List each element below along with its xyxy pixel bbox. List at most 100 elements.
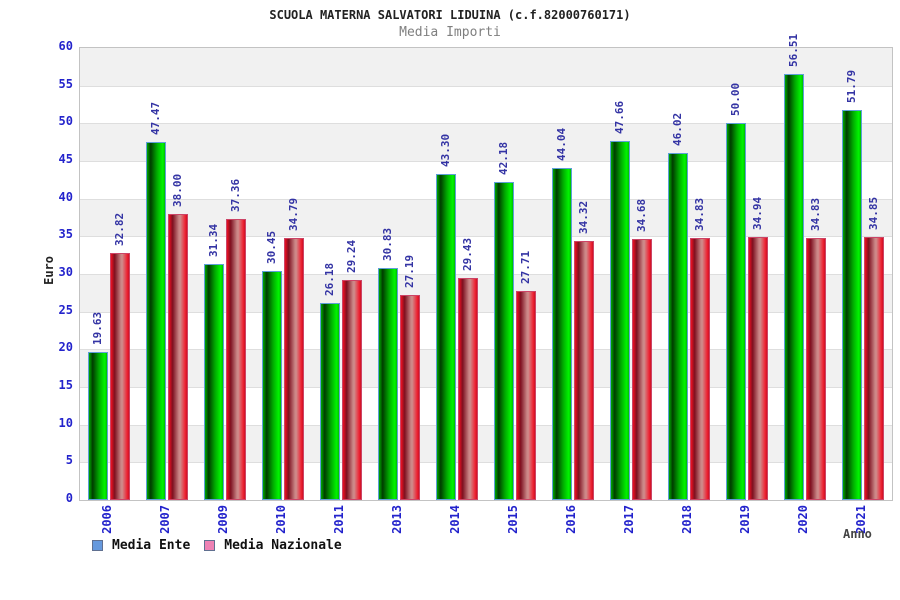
y-tick-label-45: 45 — [58, 152, 73, 166]
chart-title: SCUOLA MATERNA SALVATORI LIDUINA (c.f.82… — [269, 8, 631, 22]
bar-value-label-media-ente-2014: 43.30 — [439, 133, 452, 167]
bar-media-ente-2011 — [320, 302, 340, 500]
x-tick-label-2009: 2009 — [216, 505, 230, 534]
gridline — [80, 198, 892, 200]
bar-media-ente-2019 — [726, 123, 746, 500]
x-tick-label-2011: 2011 — [332, 505, 346, 534]
bar-media-nazionale-2010 — [284, 237, 304, 500]
gridline — [80, 274, 892, 275]
bar-media-ente-2017 — [610, 140, 630, 500]
x-axis-title: Anno — [843, 527, 872, 541]
y-tick-label-10: 10 — [58, 415, 73, 430]
bar-value-label-media-ente-2021: 51.79 — [845, 69, 858, 103]
x-tick-label-2015: 2015 — [506, 505, 520, 534]
bar-value-label-media-ente-2007: 47.47 — [149, 102, 162, 136]
bar-value-label-media-ente-2019: 50.00 — [729, 83, 742, 117]
legend-swatch-media-nazionale — [204, 540, 216, 551]
bar-media-nazionale-2021 — [864, 237, 884, 500]
bar-value-label-media-nazionale-2020: 34.83 — [809, 197, 822, 231]
bar-media-nazionale-2015 — [516, 291, 536, 500]
plot-area: 19.63 32.82 47.47 38.00 31.34 37.36 30.45 34.79… — [79, 34, 893, 501]
y-tick-label-0: 0 — [65, 491, 73, 505]
x-tick-label-2014: 2014 — [448, 505, 462, 534]
bar-media-nazionale-2020 — [806, 237, 826, 500]
x-tick-label-2018: 2018 — [680, 505, 694, 534]
legend: Media Ente Media Nazionale — [92, 538, 342, 553]
grid-band — [80, 123, 892, 161]
legend-label-media-ente: Media Ente — [112, 538, 191, 553]
y-tick-label-55: 55 — [58, 76, 73, 91]
legend-label-media-nazionale: Media Nazionale — [224, 538, 342, 553]
gridline — [80, 123, 892, 125]
bar-media-ente-2007 — [146, 142, 166, 500]
bar-media-nazionale-2009 — [226, 218, 246, 500]
bar-value-label-media-ente-2011: 26.18 — [323, 262, 336, 296]
grid-band — [80, 198, 892, 237]
x-tick-label-2016: 2016 — [564, 505, 578, 534]
legend-item-media-nazionale: Media Nazionale — [204, 538, 342, 553]
bar-value-label-media-ente-2015: 42.18 — [497, 142, 510, 176]
bar-value-label-media-ente-2018: 46.02 — [671, 113, 684, 147]
bar-media-nazionale-2016 — [574, 241, 594, 500]
bar-media-ente-2014 — [436, 173, 456, 500]
grid-band — [80, 274, 892, 312]
bar-media-ente-2013 — [378, 267, 398, 500]
bar-value-label-media-nazionale-2015: 27.71 — [519, 251, 532, 285]
bar-value-label-media-nazionale-2009: 37.36 — [229, 178, 242, 212]
y-tick-label-20: 20 — [58, 340, 73, 355]
legend-swatch-media-ente — [92, 540, 103, 551]
y-tick-label-30: 30 — [58, 265, 73, 279]
y-axis-title: Euro — [42, 256, 56, 285]
bar-media-nazionale-2019 — [748, 236, 768, 500]
x-tick-label-2006: 2006 — [100, 505, 114, 534]
bar-value-label-media-nazionale-2013: 27.19 — [403, 255, 416, 289]
chart-subtitle: Media Importi — [399, 25, 501, 40]
gridline — [80, 161, 892, 162]
grid-band — [80, 85, 892, 124]
bar-value-label-media-ente-2017: 47.66 — [613, 100, 626, 134]
bar-media-ente-2006 — [88, 352, 108, 500]
bar-media-ente-2018 — [668, 153, 688, 500]
bar-media-nazionale-2006 — [110, 252, 130, 500]
grid-band — [80, 462, 892, 500]
bar-value-label-media-ente-2013: 30.83 — [381, 227, 394, 261]
y-tick-label-50: 50 — [58, 114, 73, 129]
bar-value-label-media-nazionale-2016: 34.32 — [577, 201, 590, 235]
gridline — [80, 311, 892, 313]
bar-media-nazionale-2011 — [342, 279, 362, 500]
gridline — [80, 424, 892, 426]
bar-value-label-media-nazionale-2019: 34.94 — [751, 196, 764, 230]
bar-media-ente-2010 — [262, 270, 282, 500]
x-tick-label-2017: 2017 — [622, 505, 636, 534]
bar-value-label-media-nazionale-2007: 38.00 — [171, 173, 184, 207]
grid-band — [80, 349, 892, 387]
bar-media-ente-2020 — [784, 74, 804, 500]
bar-value-label-media-nazionale-2017: 34.68 — [635, 198, 648, 232]
x-tick-label-2007: 2007 — [158, 505, 172, 534]
grid-band — [80, 424, 892, 463]
bar-value-label-media-nazionale-2018: 34.83 — [693, 197, 706, 231]
grid-band — [80, 236, 892, 274]
y-tick-label-40: 40 — [58, 189, 73, 204]
y-tick-label-15: 15 — [58, 378, 73, 392]
bar-value-label-media-nazionale-2021: 34.85 — [867, 197, 880, 231]
x-tick-label-2020: 2020 — [796, 505, 810, 534]
gridline — [80, 387, 892, 388]
y-tick-label-25: 25 — [58, 302, 73, 317]
bar-value-label-media-ente-2006: 19.63 — [91, 311, 104, 346]
grid-band — [80, 48, 892, 86]
bar-value-label-media-nazionale-2010: 34.79 — [287, 197, 300, 231]
grid-band — [80, 311, 892, 350]
bar-media-ente-2009 — [204, 263, 224, 500]
bar-value-label-media-ente-2020: 56.51 — [787, 34, 800, 68]
bar-value-label-media-ente-2009: 31.34 — [207, 223, 220, 257]
gridline — [80, 85, 892, 87]
gridline — [80, 462, 892, 464]
bar-value-label-media-nazionale-2011: 29.24 — [345, 239, 358, 273]
bar-media-ente-2016 — [552, 168, 572, 500]
x-tick-label-2013: 2013 — [390, 505, 404, 534]
y-tick-label-35: 35 — [58, 227, 73, 242]
bar-media-nazionale-2017 — [632, 238, 652, 500]
bar-media-nazionale-2014 — [458, 278, 478, 500]
bar-value-label-media-ente-2016: 44.04 — [555, 128, 568, 162]
